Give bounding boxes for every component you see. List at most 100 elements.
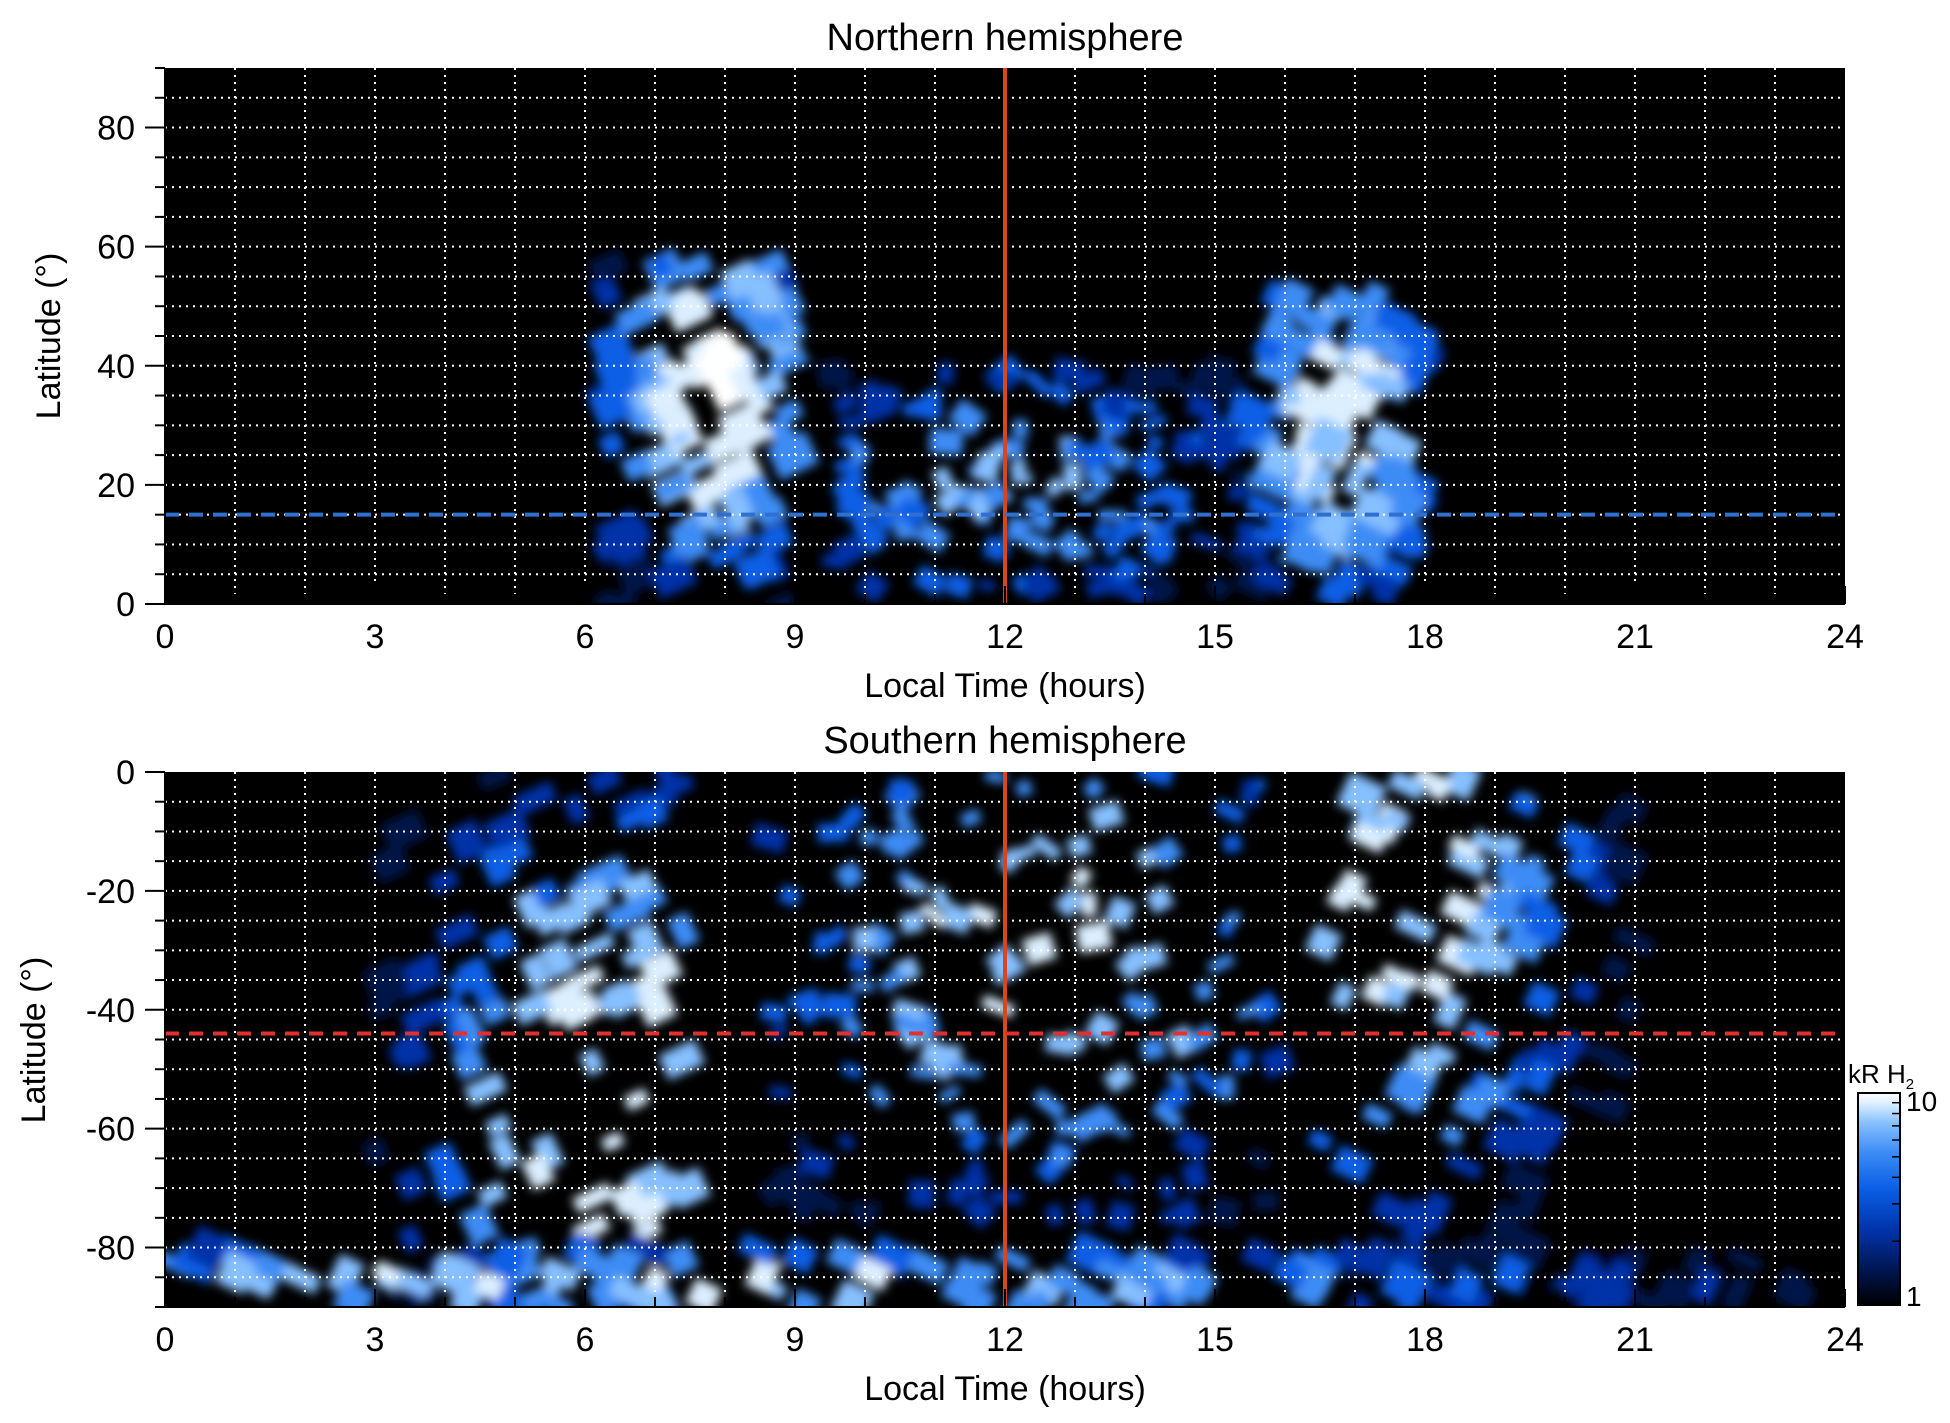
- north-panel: Northern hemisphere 0 3 6 9 12 15 18 21 24 0 20 40 6…: [30, 17, 1864, 705]
- south-emission-cell: [1551, 1274, 1583, 1299]
- north-emission-cell: [1083, 461, 1116, 495]
- south-emission-cell: [530, 1132, 565, 1172]
- south-emission-cell: [511, 780, 559, 817]
- south-emission-cell: [1124, 1261, 1170, 1295]
- south-emission-cell: [1576, 1274, 1620, 1307]
- north-emission-cell: [1155, 481, 1194, 512]
- north-emission-cell: [928, 427, 964, 457]
- south-emission-cell: [1105, 1200, 1136, 1232]
- south-emission-cell: [538, 937, 579, 981]
- north-emission-cell: [1052, 356, 1087, 384]
- north-emission-cell: [1371, 369, 1397, 395]
- north-axes: 0 3 6 9 12 15 18 21 24 0 20 40 60 80: [97, 67, 1864, 656]
- north-emission-cell: [1205, 573, 1234, 602]
- north-emission-cell: [1367, 448, 1417, 494]
- south-emission-cell: [780, 1237, 820, 1275]
- north-emission-cell: [1186, 394, 1219, 420]
- south-emission-cell: [463, 1071, 508, 1107]
- south-emission-cell: [877, 827, 909, 856]
- south-emission-cell: [1249, 989, 1283, 1024]
- north-emission-cell: [1011, 473, 1033, 485]
- north-emission-cell: [1004, 515, 1032, 544]
- north-emission-cell: [1353, 564, 1399, 598]
- north-emission-cell: [751, 498, 779, 524]
- south-emission-cell: [1371, 1191, 1422, 1231]
- south-emission-cell: [985, 942, 1019, 976]
- north-emission-cell: [681, 332, 722, 362]
- south-emission-cell: [586, 772, 623, 796]
- south-emission-cell: [624, 885, 668, 919]
- north-emission-cell: [1062, 462, 1083, 491]
- south-emission-cell: [520, 1152, 556, 1191]
- south-emission-cell: [476, 772, 514, 792]
- north-emission-cell: [1090, 520, 1115, 545]
- south-emission-cell: [823, 923, 850, 950]
- south-emission-cell: [1055, 1119, 1077, 1136]
- south-emission-cell: [1517, 890, 1560, 922]
- south-emission-cell: [846, 1199, 877, 1230]
- south-x-tick-label: 21: [1616, 1321, 1654, 1359]
- south-emission-cell: [1432, 990, 1468, 1031]
- north-emission-cell: [1361, 324, 1397, 358]
- north-emission-cell: [1230, 390, 1275, 433]
- south-emission-cell: [467, 971, 501, 1007]
- south-x-tick-label: 9: [786, 1321, 805, 1359]
- south-emission-cell: [484, 1113, 513, 1138]
- south-emission-cell: [1464, 911, 1503, 946]
- south-emission-cell: [1585, 876, 1619, 906]
- south-y-tick-label: -40: [86, 992, 135, 1030]
- south-emission-cell: [444, 818, 490, 865]
- north-x-tick-label: 12: [986, 618, 1024, 656]
- south-emission-cell: [1426, 1041, 1457, 1067]
- south-emission-cell: [1240, 778, 1260, 808]
- south-emission-cell: [625, 1191, 668, 1228]
- north-emission-cell: [1130, 446, 1168, 484]
- south-x-tick-label: 12: [986, 1321, 1024, 1359]
- south-emission-cell: [1053, 886, 1087, 920]
- north-emission-cell: [978, 579, 996, 592]
- south-emission-cell: [965, 902, 998, 929]
- south-emission-cell: [1069, 865, 1094, 890]
- north-emission-cell: [1022, 564, 1054, 595]
- south-emission-cell: [1399, 1085, 1428, 1115]
- north-emission-cell: [1335, 386, 1366, 417]
- south-emission-cell: [1240, 1237, 1281, 1274]
- colorbar-ticks: [1892, 1092, 1900, 1306]
- south-emission-cell: [1601, 1050, 1635, 1080]
- north-emission-cell: [944, 572, 974, 600]
- north-emission-cell: [734, 421, 775, 452]
- south-emission-cell: [1818, 1239, 1845, 1282]
- north-emission-cell: [972, 451, 1003, 485]
- north-emission-cell: [855, 522, 887, 556]
- south-emission-cell: [833, 859, 866, 892]
- south-emission-cell: [1213, 798, 1247, 825]
- south-emission-cell: [402, 950, 442, 981]
- south-emission-cell: [478, 846, 518, 888]
- south-emission-cell: [572, 932, 616, 963]
- north-emission-cell: [684, 472, 730, 512]
- north-emission-cell: [616, 558, 660, 597]
- south-emission-cell: [898, 909, 926, 935]
- north-reference-lines: [165, 68, 1845, 604]
- north-emission-cell: [591, 528, 634, 563]
- north-x-tick-label: 21: [1616, 618, 1654, 656]
- south-emission-cell: [1271, 1254, 1310, 1290]
- north-emission-cell: [1233, 532, 1270, 562]
- north-emission-cell: [1150, 518, 1177, 541]
- north-x-tick-label: 24: [1826, 618, 1864, 656]
- north-emission-cell: [849, 443, 870, 465]
- south-emission-cell: [794, 989, 824, 1020]
- north-emission-cell: [1189, 531, 1223, 552]
- colorbar-scale: [1857, 1092, 1901, 1306]
- south-emission-cell: [1600, 954, 1633, 985]
- south-axes: 0 3 6 9 12 15 18 21 24 0 -20 -40 -60 -80: [86, 754, 1864, 1359]
- south-emission-cell: [428, 1249, 481, 1299]
- north-y-tick-label: 0: [116, 586, 135, 624]
- south-emission-cell: [909, 1064, 938, 1080]
- north-emission-cell: [893, 490, 934, 531]
- north-emission-cell: [900, 392, 935, 419]
- north-emission-cell: [662, 286, 711, 334]
- north-x-tick-label: 3: [366, 618, 385, 656]
- south-x-tick-label: 6: [576, 1321, 595, 1359]
- south-emission-cell: [1699, 1236, 1735, 1269]
